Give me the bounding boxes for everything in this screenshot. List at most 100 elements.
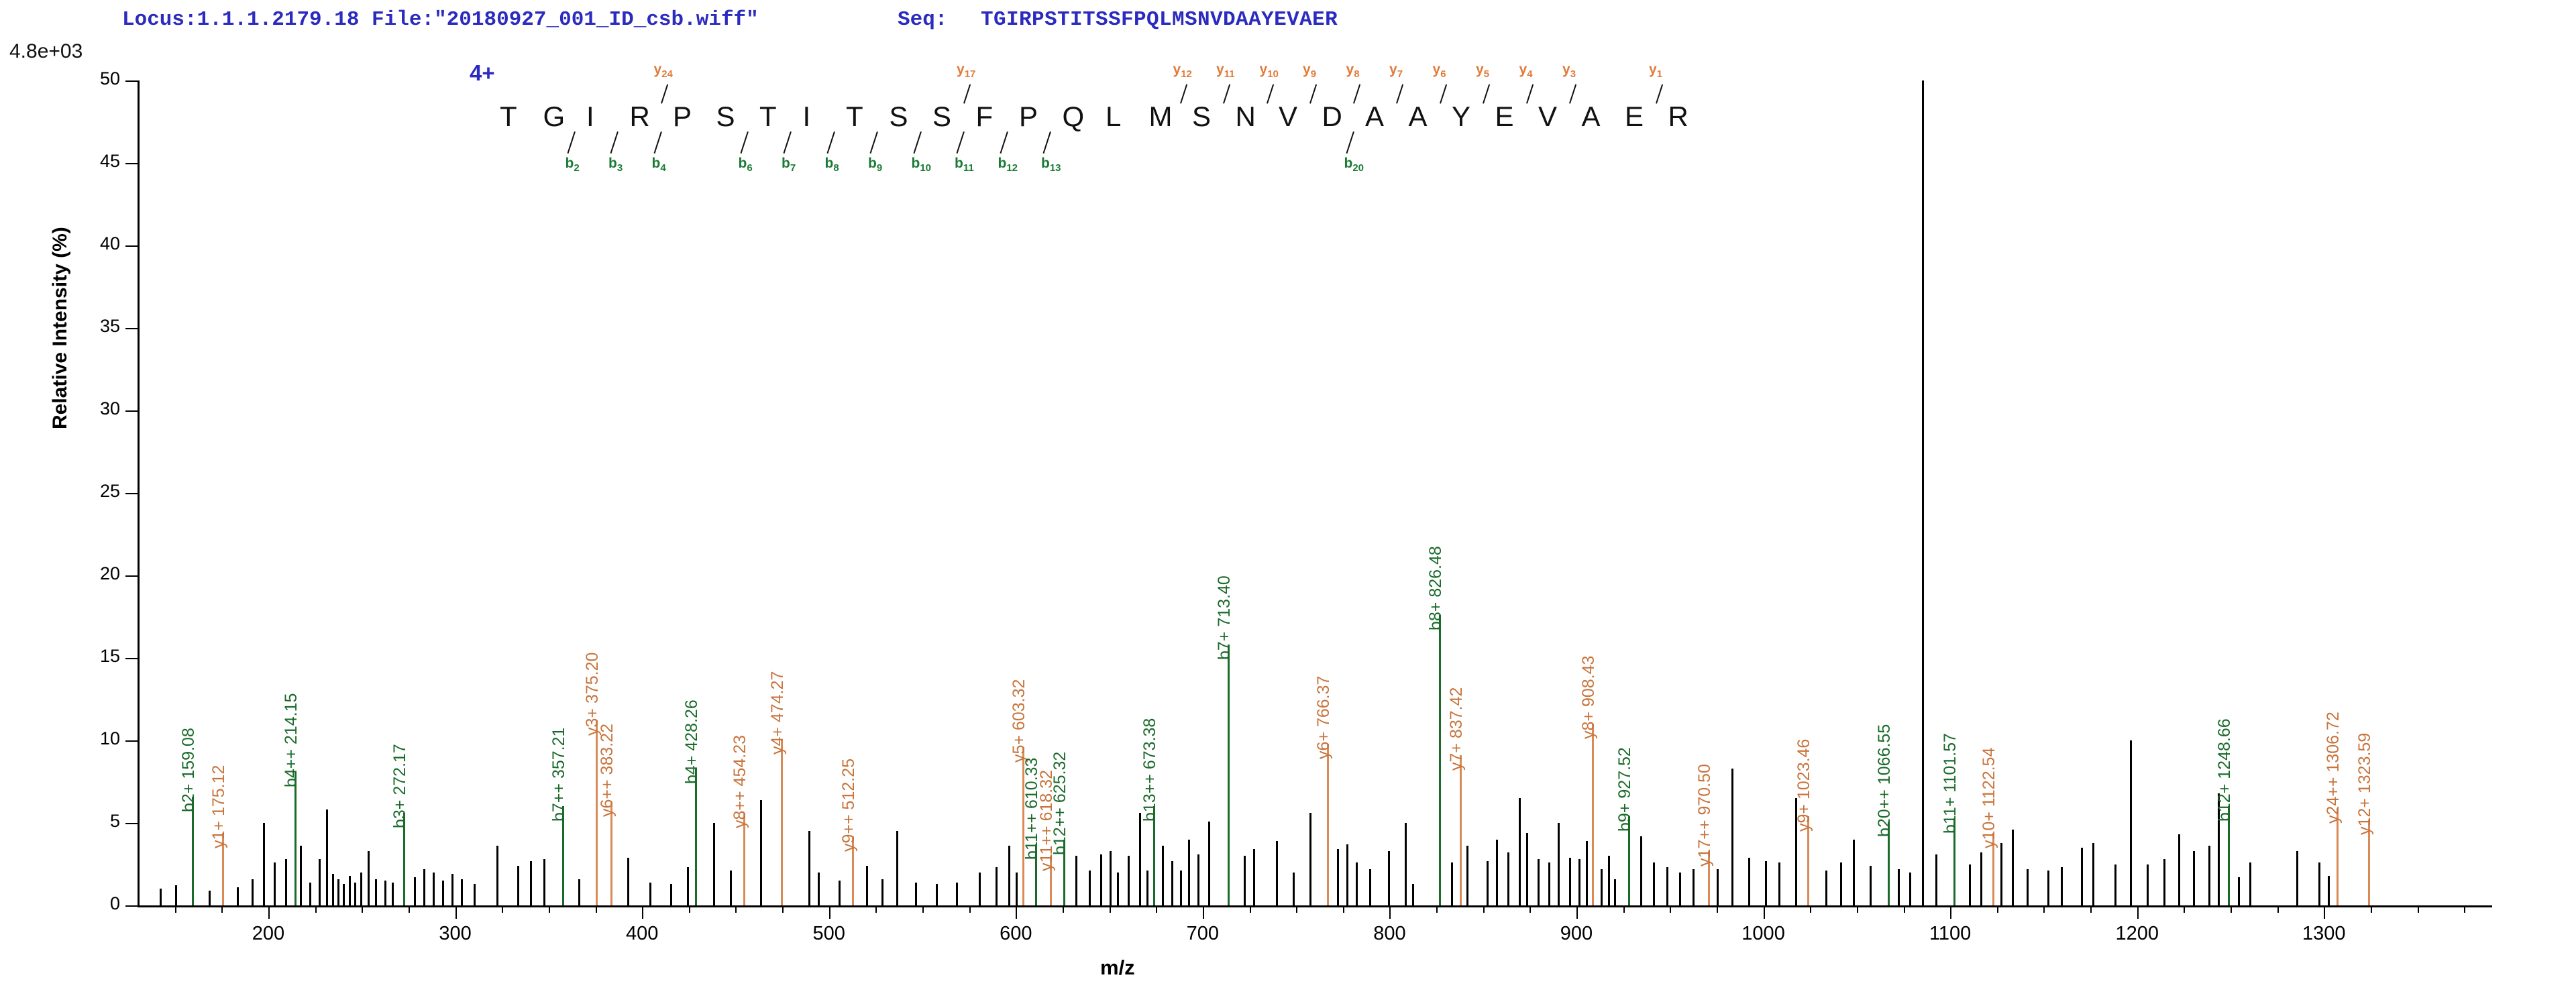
ladder-residue: R xyxy=(629,101,650,132)
y-ion-label: y7 xyxy=(1389,62,1403,80)
ladder-residue: S xyxy=(716,101,735,132)
spectrum-peak xyxy=(309,882,312,905)
x-axis-minor-tick xyxy=(1529,905,1532,913)
x-axis-tick-label: 200 xyxy=(252,923,285,944)
spectrum-peak xyxy=(896,831,898,905)
spectrum-peak xyxy=(1794,798,1797,905)
spectrum-peak xyxy=(1075,856,1078,905)
x-axis-minor-tick xyxy=(1296,905,1298,913)
spectrum-peak xyxy=(208,890,211,905)
x-axis-tick-label: 800 xyxy=(1373,923,1406,944)
b-ion-label: b6 xyxy=(738,156,753,174)
x-axis-major-tick xyxy=(455,905,457,919)
spectrum-peak xyxy=(2208,846,2210,905)
x-axis-tick-label: 700 xyxy=(1186,923,1220,944)
spectrum-peak xyxy=(649,882,652,905)
b-ion-label: b9 xyxy=(868,156,883,174)
y-ion-label: y4 xyxy=(1519,62,1533,80)
spectrum-peak xyxy=(1969,864,1971,905)
y-axis-tick xyxy=(125,658,138,659)
ladder-residue: V xyxy=(1538,101,1558,132)
spectrum-peak xyxy=(730,871,733,905)
spectrum-peak xyxy=(1356,862,1358,905)
spectrum-peak xyxy=(160,889,162,905)
ladder-residue: A xyxy=(1408,101,1428,132)
spectrum-peak xyxy=(713,823,715,905)
x-axis-major-tick xyxy=(1202,905,1204,919)
spectrum-peak xyxy=(174,885,177,905)
annotated-peak-b xyxy=(403,813,406,905)
spectrum-peak xyxy=(1568,857,1571,905)
annotated-peak-y xyxy=(596,720,598,905)
annotated-peak-y xyxy=(1326,743,1329,905)
ladder-residue: T xyxy=(500,101,517,132)
spectrum-peak xyxy=(262,823,265,905)
spectrum-peak xyxy=(1839,862,1842,905)
spectrum-peak xyxy=(337,879,340,905)
peak-label: y8++ 454.23 xyxy=(731,735,750,829)
y-axis-tick xyxy=(125,80,138,82)
ladder-residue: I xyxy=(802,101,811,132)
annotated-peak-y xyxy=(1807,816,1809,905)
y-axis-tick-label: 15 xyxy=(99,646,120,666)
x-axis-major-tick xyxy=(2137,905,2139,919)
x-axis-minor-tick xyxy=(1156,905,1158,913)
spectrum-peak xyxy=(1187,839,1190,905)
ladder-residue: V xyxy=(1279,101,1298,132)
spectrum-peak xyxy=(2249,862,2251,905)
spectrum-peak xyxy=(1016,872,1018,905)
spectrum-peak xyxy=(2129,740,2132,905)
y-ion-label: y11 xyxy=(1216,62,1235,80)
x-axis-tick-label: 900 xyxy=(1560,923,1593,944)
x-axis-major-tick xyxy=(1763,905,1765,919)
spectrum-peak xyxy=(433,872,435,905)
annotated-peak-b xyxy=(561,806,564,905)
annotated-peak-b xyxy=(694,768,697,905)
peak-label: b3+ 272.17 xyxy=(390,744,410,829)
spectrum-peak xyxy=(1507,852,1509,905)
spectrum-peak xyxy=(367,850,370,905)
peak-label: y5+ 603.32 xyxy=(1009,679,1028,763)
annotated-peak-b xyxy=(192,796,194,905)
spectrum-peak xyxy=(1679,872,1682,905)
spectrum-peak xyxy=(2081,847,2084,905)
spectrum-peak xyxy=(1411,884,1414,905)
ladder-residue: A xyxy=(1581,101,1601,132)
spectrum-peak xyxy=(1116,872,1119,905)
x-axis-minor-tick xyxy=(2043,905,2045,913)
x-axis-minor-tick xyxy=(315,905,317,913)
b-ion-label: b7 xyxy=(782,156,796,174)
x-axis-minor-tick xyxy=(1670,905,1672,913)
spectrum-peak xyxy=(2092,842,2094,905)
spectrum-peak xyxy=(2217,793,2220,905)
x-axis-minor-tick xyxy=(1856,905,1858,913)
spectrum-peak xyxy=(995,867,998,905)
x-axis-major-tick xyxy=(268,905,270,919)
y-ion-label: y17 xyxy=(957,62,976,80)
x-axis-minor-tick xyxy=(1062,905,1064,913)
x-axis-minor-tick xyxy=(1483,905,1485,913)
annotated-peak-y xyxy=(2368,820,2370,905)
peak-label: y4+ 474.27 xyxy=(768,671,788,754)
spectrum-plot-area: Relative Intensity (%) 0 5 10 15 20 25 30 35 40 4… xyxy=(49,68,2492,944)
x-axis-minor-tick xyxy=(1996,905,1998,913)
spectrum-peak xyxy=(1346,844,1349,905)
peak-label: b2+ 159.08 xyxy=(179,727,198,812)
x-axis-tick-label: 500 xyxy=(812,923,845,944)
spectrum-peak xyxy=(1171,860,1173,905)
annotated-peak-y xyxy=(221,832,224,905)
x-axis-minor-tick xyxy=(2231,905,2232,913)
spectrum-peak xyxy=(1146,871,1149,905)
spectrum-peak xyxy=(1601,869,1603,905)
y-axis-tick-label: 0 xyxy=(109,893,120,913)
spectrum-peak xyxy=(627,857,629,905)
annotated-peak-b xyxy=(1152,806,1155,905)
peak-label: b4+ 428.26 xyxy=(682,699,701,784)
x-axis-minor-tick xyxy=(1810,905,1812,913)
y-axis-tick-label: 20 xyxy=(99,563,120,583)
y-axis-tick xyxy=(125,493,138,494)
annotated-peak-y xyxy=(610,801,613,905)
spectrum-peak xyxy=(1578,859,1580,905)
spectrum-peak xyxy=(2114,864,2117,905)
spectrum-peak xyxy=(687,867,689,905)
